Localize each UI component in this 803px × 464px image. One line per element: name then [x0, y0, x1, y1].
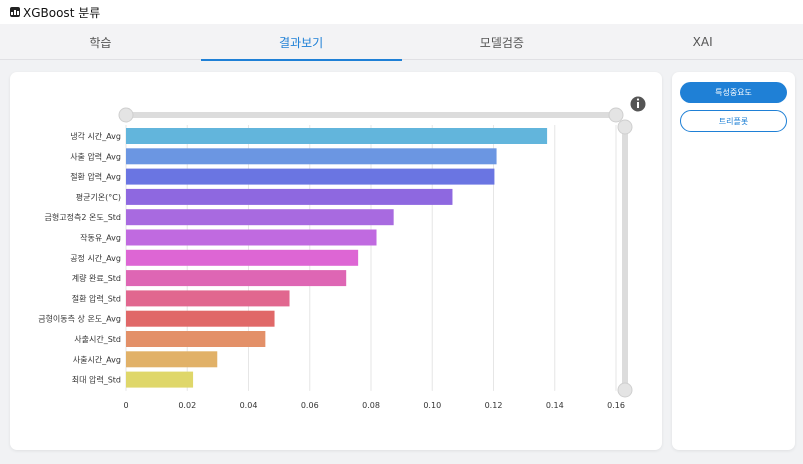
category-label: 최대 압력_Std [72, 375, 121, 385]
bar [126, 351, 218, 368]
bar [126, 168, 495, 185]
title-bar: XGBoost 분류 [0, 0, 803, 24]
x-tick-label: 0.12 [485, 401, 503, 410]
category-label: 공정 시간_Avg [70, 253, 121, 263]
tab-results[interactable]: 결과보기 [200, 24, 402, 61]
info-icon-dot [636, 98, 640, 101]
x-tick-label: 0.14 [546, 401, 564, 410]
x-tick-label: 0.06 [301, 401, 319, 410]
bar [126, 188, 453, 205]
info-icon-stem [637, 102, 639, 108]
category-label: 계량 완료_Std [72, 273, 121, 283]
bar [126, 249, 359, 266]
category-label: 금형이동측 상 온도_Avg [38, 314, 121, 324]
category-label: 사출시간_Avg [73, 354, 121, 364]
x-tick-label: 0.16 [607, 401, 625, 410]
bar [126, 290, 290, 307]
side-panel: 특성중요도 트리플롯 [672, 72, 795, 450]
category-label: 냉각 시간_Avg [70, 131, 121, 141]
tab-xai[interactable]: XAI [692, 35, 713, 49]
y-zoom-handle-top[interactable] [617, 119, 633, 135]
bar [126, 371, 194, 388]
x-tick-label: 0.10 [423, 401, 441, 410]
app-title: XGBoost 분류 [23, 5, 101, 20]
tab-validation[interactable]: 모델검증 [479, 35, 524, 50]
x-tick-label: 0 [123, 401, 128, 410]
app-logo-icon [10, 7, 20, 17]
x-zoom-handle-right[interactable] [608, 107, 624, 123]
tab-train[interactable]: 학습 [89, 35, 112, 50]
bar [126, 310, 275, 327]
tree-plot-button[interactable]: 트리플롯 [680, 110, 787, 132]
x-zoom-handle-left[interactable] [118, 107, 134, 123]
x-tick-label: 0.02 [178, 401, 196, 410]
category-label: 절환 압력_Std [72, 293, 121, 303]
x-tick-label: 0.08 [362, 401, 380, 410]
x-tick-label: 0.04 [240, 401, 258, 410]
bar [126, 209, 394, 226]
feature-importance-button[interactable]: 특성중요도 [680, 82, 787, 103]
category-label: 사출 압력_Avg [70, 151, 121, 161]
bar [126, 229, 377, 246]
bar [126, 128, 548, 144]
y-zoom-handle-bottom[interactable] [617, 382, 633, 398]
category-label: 사출시간_Std [74, 334, 121, 344]
y-zoom-slider-track[interactable] [622, 125, 628, 391]
bar [126, 331, 266, 347]
category-label: 작동유_Avg [80, 233, 121, 243]
bar [126, 148, 497, 165]
category-label: 금형고정측2 온도_Std [45, 212, 121, 222]
category-label: 절환 압력_Avg [70, 172, 121, 182]
category-label: 평균기온(°C) [76, 192, 121, 202]
x-zoom-slider-track[interactable] [126, 112, 616, 118]
bar [126, 270, 347, 287]
tab-bar: 학습 결과보기 모델검증 XAI [0, 24, 803, 61]
